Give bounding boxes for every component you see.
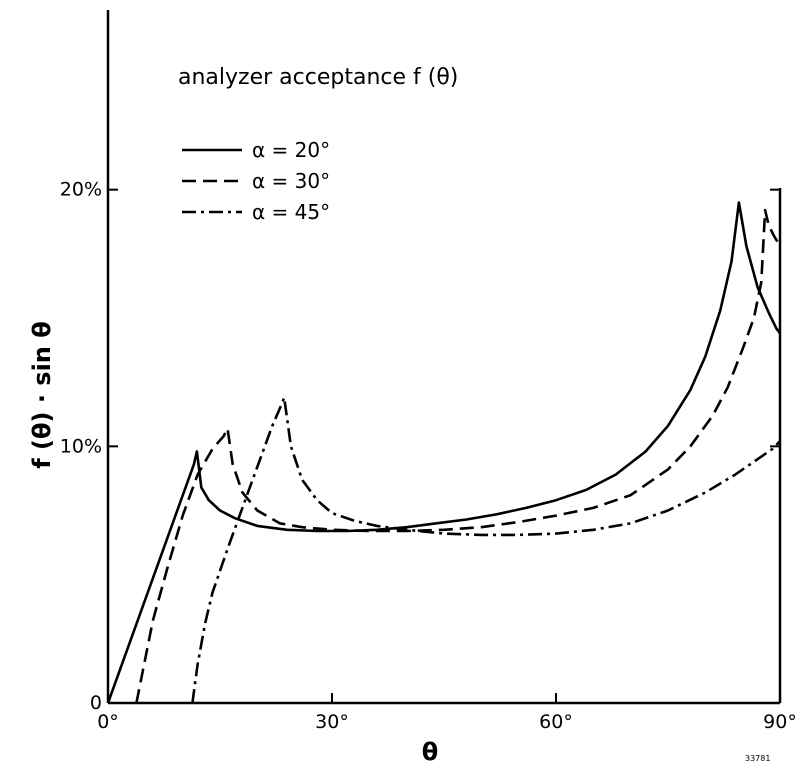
chart-title: analyzer acceptance f (θ) (178, 65, 458, 90)
legend: α = 20° α = 30° α = 45° (182, 138, 330, 224)
y-tick-label: 20% (60, 179, 102, 201)
x-tick-label: 90° (763, 711, 797, 733)
legend-label-2: α = 30° (252, 169, 330, 193)
y-tick-label: 10% (60, 435, 102, 457)
x-axis-title: θ (422, 738, 439, 766)
series-layer (106, 201, 782, 704)
axes: 0 10% 20% 0° 30° 60° 90° (60, 10, 797, 733)
y-tick-label: 0 (90, 692, 102, 714)
x-tick-label: 30° (315, 711, 349, 733)
figure-number: 33781 (745, 754, 770, 763)
series-line-3 (191, 396, 781, 704)
series-line-1 (106, 201, 782, 704)
legend-label-1: α = 20° (252, 138, 330, 162)
y-axis-title: f (θ) · sin θ (28, 321, 56, 469)
legend-label-3: α = 45° (252, 200, 330, 224)
x-tick-label: 0° (97, 711, 119, 733)
series-line-2 (135, 208, 782, 704)
x-tick-label: 60° (539, 711, 573, 733)
